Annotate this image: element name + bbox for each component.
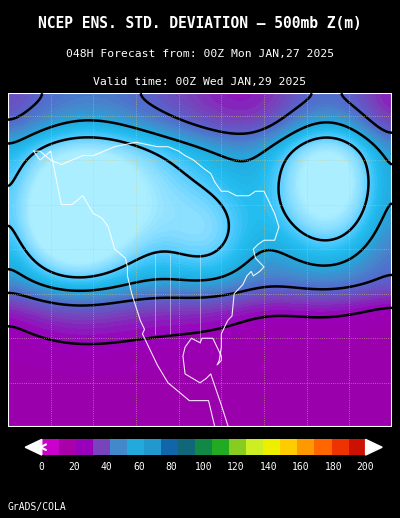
Text: 140: 140 (260, 462, 277, 472)
FancyBboxPatch shape (280, 439, 298, 455)
Polygon shape (366, 439, 382, 455)
Text: 048H Forecast from: 00Z Mon JAN,27 2025: 048H Forecast from: 00Z Mon JAN,27 2025 (66, 49, 334, 59)
FancyBboxPatch shape (127, 439, 144, 455)
Text: 120: 120 (227, 462, 245, 472)
Text: 200: 200 (357, 462, 374, 472)
Text: 0: 0 (39, 462, 45, 472)
Text: 80: 80 (166, 462, 177, 472)
FancyBboxPatch shape (246, 439, 263, 455)
FancyBboxPatch shape (332, 439, 348, 455)
Text: NCEP ENS. STD. DEVIATION – 500mb Z(m): NCEP ENS. STD. DEVIATION – 500mb Z(m) (38, 16, 362, 31)
FancyBboxPatch shape (212, 439, 229, 455)
Text: Valid time: 00Z Wed JAN,29 2025: Valid time: 00Z Wed JAN,29 2025 (94, 77, 306, 87)
FancyBboxPatch shape (93, 439, 110, 455)
Text: 160: 160 (292, 462, 310, 472)
FancyBboxPatch shape (76, 439, 93, 455)
FancyBboxPatch shape (178, 439, 195, 455)
FancyBboxPatch shape (161, 439, 178, 455)
Text: GrADS/COLA: GrADS/COLA (8, 502, 67, 512)
FancyBboxPatch shape (298, 439, 314, 455)
FancyBboxPatch shape (42, 439, 59, 455)
Polygon shape (25, 439, 42, 455)
FancyBboxPatch shape (229, 439, 246, 455)
FancyBboxPatch shape (348, 439, 366, 455)
FancyBboxPatch shape (59, 439, 76, 455)
FancyBboxPatch shape (144, 439, 161, 455)
FancyBboxPatch shape (263, 439, 280, 455)
FancyBboxPatch shape (110, 439, 127, 455)
FancyBboxPatch shape (195, 439, 212, 455)
Text: 60: 60 (133, 462, 145, 472)
Text: 180: 180 (324, 462, 342, 472)
Text: 20: 20 (68, 462, 80, 472)
Text: 100: 100 (195, 462, 212, 472)
Text: 40: 40 (101, 462, 112, 472)
FancyBboxPatch shape (314, 439, 332, 455)
